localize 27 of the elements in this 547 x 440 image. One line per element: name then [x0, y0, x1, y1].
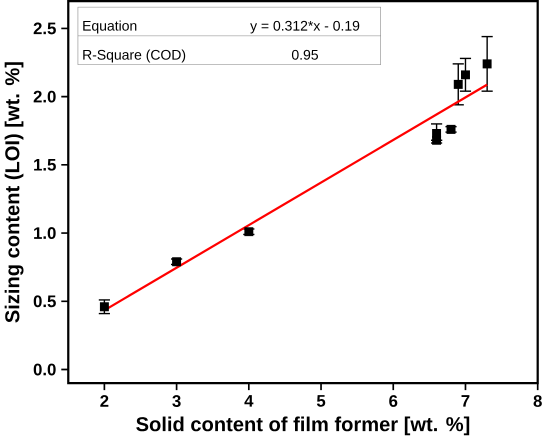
annotation: Equation [83, 20, 136, 34]
annotation: R-Square (COD) [83, 50, 186, 63]
annotation: 0.95 [292, 50, 318, 60]
point [172, 257, 182, 266]
point [244, 227, 254, 236]
point [482, 59, 492, 68]
x-tick-label: 5 [316, 395, 326, 407]
point [461, 70, 470, 80]
x-axis-title: Solid content of film former [wt. %] [136, 416, 470, 436]
y-tick-label: 2.5 [34, 22, 56, 34]
x-tick-label: 7 [462, 395, 470, 407]
y-tick-label: 1.5 [34, 159, 56, 171]
y-tick-label: 2.0 [34, 90, 56, 103]
x-tick-label: 3 [172, 395, 181, 408]
y-axis-title: Sizing content (LOI) [wt. %] [4, 62, 24, 323]
x-tick-label: 8 [534, 395, 542, 407]
x-tick-label: 2 [100, 395, 108, 407]
x-tick-label: 4 [244, 395, 254, 407]
y-tick-label: 0.5 [34, 295, 56, 308]
point [432, 136, 442, 145]
x-tick-label: 6 [389, 395, 398, 407]
y-tick-label: 0.0 [34, 364, 56, 376]
point [454, 80, 463, 89]
point [100, 302, 109, 312]
point [446, 124, 456, 134]
y-tick-label: 1.0 [34, 227, 56, 240]
annotation: y = 0.312*x - 0.19 [250, 20, 360, 34]
